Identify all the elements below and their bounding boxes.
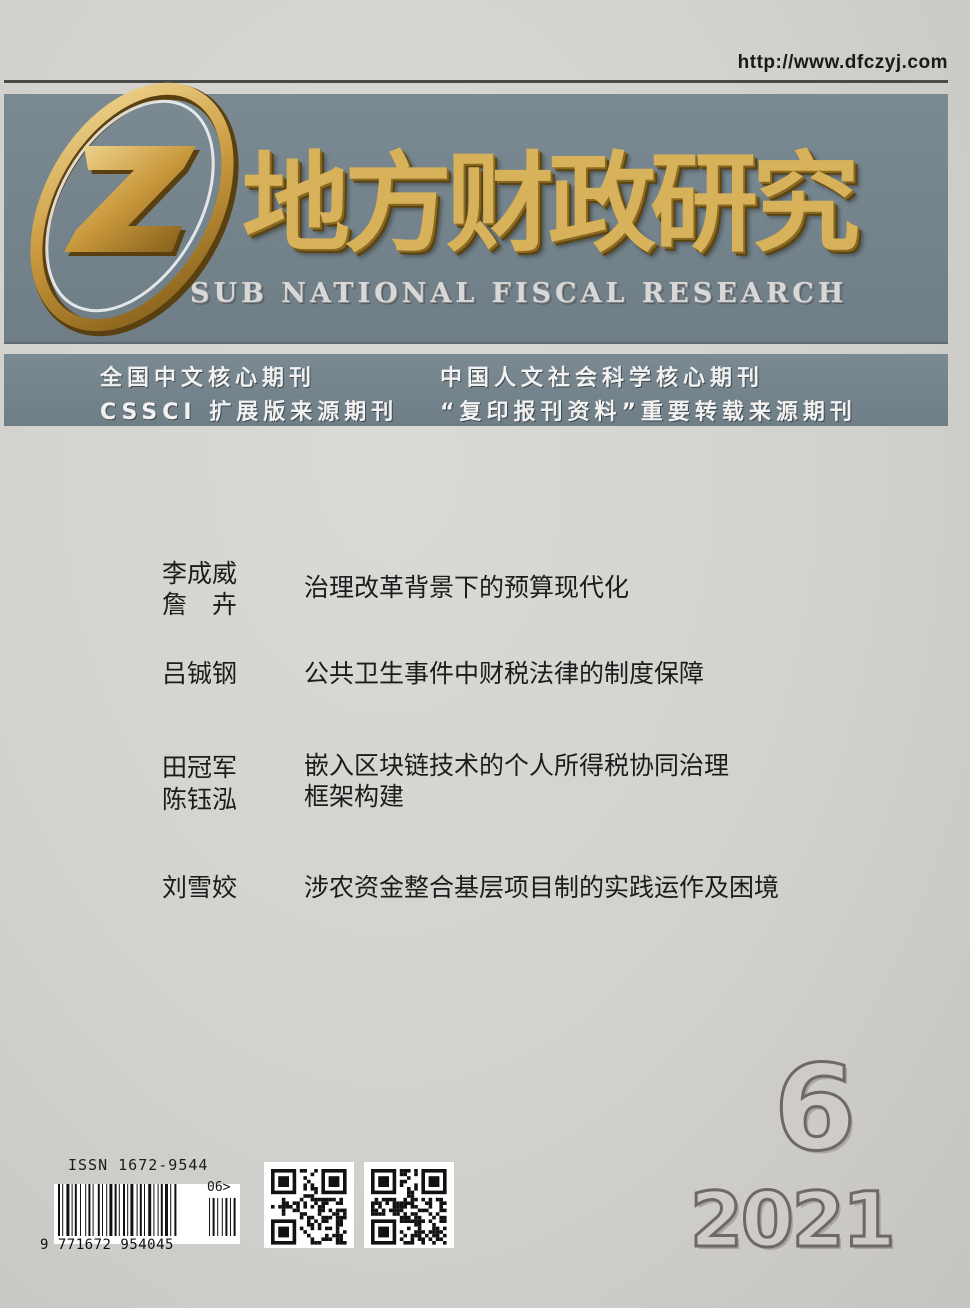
index-banner (4, 354, 948, 426)
article-author: 陈钰泓 (162, 785, 238, 814)
tag-humanities-core: 中国人文社会科学核心期刊 (440, 366, 765, 391)
qr-code-icon[interactable] (364, 1162, 454, 1248)
article-author: 詹 卉 (162, 590, 238, 619)
article-author: 吕铖钢 (162, 659, 238, 688)
qr-code-icon (271, 1169, 347, 1245)
barcode (54, 1184, 240, 1244)
tag-cssci: CSSCI 扩展版来源期刊 (100, 400, 399, 425)
tag-core-journal: 全国中文核心期刊 (100, 366, 317, 391)
article-author: 田冠军 (162, 753, 238, 782)
issn-label: ISSN 1672-9544 (68, 1156, 209, 1174)
top-divider (4, 80, 948, 83)
article-author: 刘雪姣 (162, 873, 238, 902)
tag-reprint-source: “复印报刊资料”重要转载来源期刊 (440, 400, 857, 425)
barcode-bars (58, 1184, 236, 1236)
qr-code-icon (371, 1169, 447, 1245)
issue-number: 6 (772, 1039, 857, 1177)
issue-year: 2021 (689, 1175, 898, 1264)
website-url[interactable]: http://www.dfczyj.com (737, 52, 948, 73)
journal-title: 地方财政研究 (242, 142, 860, 267)
journal-title-english: SUB NATIONAL FISCAL RESEARCH (190, 278, 848, 309)
article-title-continued[interactable]: 框架构建 (304, 782, 405, 811)
barcode-addon: 06> (207, 1180, 231, 1195)
article-author: 李成威 (162, 559, 238, 588)
article-title[interactable]: 涉农资金整合基层项目制的实践运作及困境 (304, 873, 780, 902)
cz-ring-logo-icon (30, 82, 239, 337)
barcode-digits: 9 771672 954045 (40, 1237, 174, 1253)
qr-code-icon[interactable] (264, 1162, 354, 1248)
article-title[interactable]: 公共卫生事件中财税法律的制度保障 (304, 659, 705, 688)
article-title[interactable]: 嵌入区块链技术的个人所得税协同治理 (304, 751, 730, 780)
article-title[interactable]: 治理改革背景下的预算现代化 (304, 573, 630, 602)
